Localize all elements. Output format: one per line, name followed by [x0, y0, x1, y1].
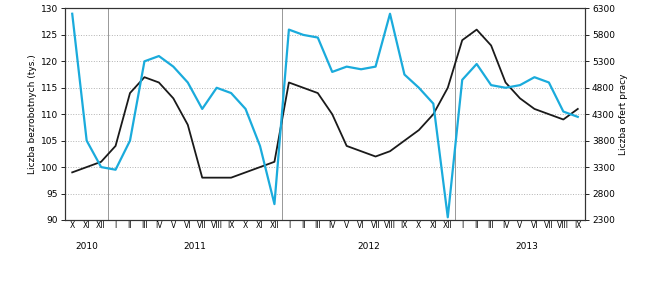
Text: 2012: 2012 — [357, 242, 380, 251]
Text: 2011: 2011 — [183, 242, 207, 251]
Text: 2010: 2010 — [75, 242, 98, 251]
Legend: Bezrobotni, Oferty pracy: Bezrobotni, Oferty pracy — [218, 278, 432, 282]
Y-axis label: Liczba ofert pracy: Liczba ofert pracy — [619, 73, 628, 155]
Text: 2013: 2013 — [516, 242, 539, 251]
Y-axis label: Liczba bezrobotnych (tys.): Liczba bezrobotnych (tys.) — [28, 54, 36, 174]
